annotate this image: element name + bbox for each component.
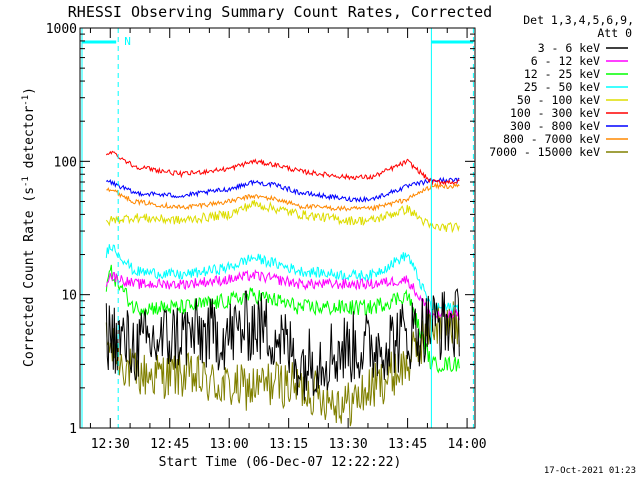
- legend-label-5: 50 - 100 keV: [517, 93, 600, 107]
- legend-header-detectors: Det 1,3,4,5,6,9,: [523, 13, 634, 27]
- series-line-4: [105, 244, 460, 315]
- legend-label-7: 300 - 800 keV: [510, 119, 600, 133]
- x-tick-label-5: 13:45: [388, 437, 427, 452]
- marker-label-n: N: [124, 35, 131, 48]
- series-line-8: [106, 182, 460, 212]
- series-line-2: [105, 268, 460, 321]
- x-tick-label-2: 13:00: [210, 437, 249, 452]
- footer-date: 17-Oct-2021 01:23: [544, 466, 636, 476]
- series-line-1: [105, 288, 460, 401]
- y-axis-label: Corrected Count Rate (s-1 detector-1): [21, 87, 37, 367]
- y-tick-label-1: 10: [61, 289, 77, 304]
- legend-label-1: 3 - 6 keV: [538, 41, 600, 55]
- chart-title: RHESSI Observing Summary Count Rates, Co…: [68, 3, 492, 21]
- y-tick-label-0: 1: [69, 422, 77, 437]
- series-line-5: [105, 199, 460, 234]
- x-tick-label-3: 13:15: [269, 437, 308, 452]
- axes: N 1 10 100 1000 12:30 12:45 13:00 13:15 13:30 13:4…: [46, 22, 487, 452]
- x-tick-label-1: 12:45: [150, 437, 189, 452]
- x-axis-label: Start Time (06-Dec-07 12:22:22): [159, 455, 402, 470]
- legend-label-8: 800 - 7000 keV: [503, 132, 600, 146]
- x-tick-label-4: 13:30: [329, 437, 368, 452]
- legend-label-2: 6 - 12 keV: [531, 54, 600, 68]
- legend-header-attenuator: Att 0: [597, 26, 632, 40]
- legend-label-3: 12 - 25 keV: [524, 67, 600, 81]
- plot-area: [105, 150, 460, 427]
- y-tick-label-2: 100: [54, 155, 77, 170]
- y-tick-label-3: 1000: [46, 22, 77, 37]
- plot-frame: [79, 27, 476, 429]
- legend-label-4: 25 - 50 keV: [524, 80, 600, 94]
- x-tick-label-6: 14:00: [448, 437, 487, 452]
- series-line-6: [105, 150, 460, 186]
- legend-label-9: 7000 - 15000 keV: [489, 145, 600, 159]
- legend-label-6: 100 - 300 keV: [510, 106, 600, 120]
- series-line-3: [105, 264, 460, 374]
- series-line-9: [105, 301, 460, 427]
- x-tick-label-0: 12:30: [91, 437, 130, 452]
- series-line-7: [105, 176, 460, 203]
